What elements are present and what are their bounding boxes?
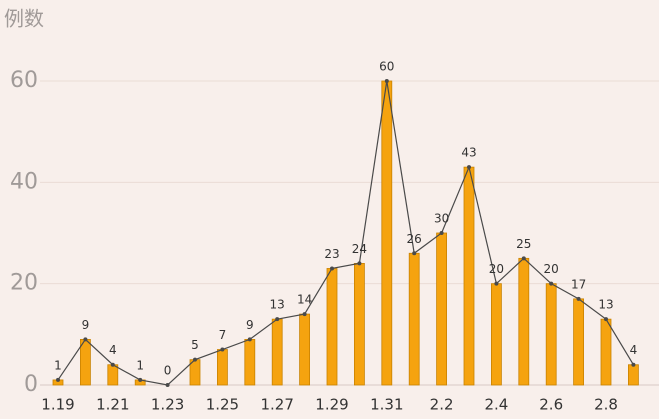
x-tick-label: 2.2 <box>430 396 454 414</box>
data-label: 26 <box>407 232 422 246</box>
x-tick-label: 2.6 <box>539 396 563 414</box>
x-tick-label: 1.31 <box>370 396 403 414</box>
line-point <box>193 357 197 362</box>
data-label: 7 <box>219 328 227 342</box>
x-tick-label: 1.27 <box>260 396 293 414</box>
x-tick-label: 1.23 <box>151 396 184 414</box>
line-point <box>576 296 581 301</box>
line-point <box>412 251 417 256</box>
line-point <box>549 281 554 286</box>
bar <box>107 364 119 386</box>
bar <box>545 283 557 386</box>
bar <box>490 283 502 386</box>
data-label: 5 <box>191 338 199 352</box>
line-point <box>302 312 307 317</box>
y-axis-label: 例数 <box>4 7 44 31</box>
data-label: 13 <box>598 298 613 312</box>
line-point <box>275 317 280 322</box>
bar <box>244 338 256 386</box>
bar <box>600 318 612 386</box>
x-tick-label: 1.19 <box>41 396 74 414</box>
line-point <box>330 266 334 271</box>
line-point <box>220 347 225 352</box>
data-label: 4 <box>109 343 117 357</box>
line-point <box>631 362 636 367</box>
data-label: 60 <box>379 60 394 74</box>
line-point <box>494 281 499 286</box>
data-label: 30 <box>434 212 449 226</box>
x-tick-label: 2.4 <box>484 396 508 414</box>
data-label: 1 <box>136 358 144 372</box>
bar <box>463 166 475 386</box>
data-label: 9 <box>82 318 90 332</box>
bar <box>326 268 338 386</box>
data-label: 24 <box>352 242 367 256</box>
data-label: 14 <box>297 293 312 307</box>
line-point <box>604 317 608 322</box>
data-label: 43 <box>461 146 476 160</box>
bar <box>628 364 639 386</box>
y-tick-label: 40 <box>10 169 38 194</box>
bar <box>299 313 311 386</box>
data-label: 17 <box>571 277 586 291</box>
bar <box>408 252 420 386</box>
y-tick-label: 0 <box>24 372 38 397</box>
bar <box>216 349 228 386</box>
trend-line <box>57 80 634 386</box>
line-point <box>83 337 88 342</box>
line-point <box>56 377 60 382</box>
line-point <box>467 165 471 170</box>
line-point <box>439 231 444 235</box>
bar <box>573 298 584 386</box>
line-point <box>247 337 252 342</box>
line-point <box>521 256 526 261</box>
bar <box>518 257 530 386</box>
data-label: 1 <box>54 358 62 372</box>
line-point <box>357 261 362 266</box>
bar <box>381 80 393 386</box>
data-label: 25 <box>516 237 531 251</box>
data-label: 0 <box>164 364 172 378</box>
y-tick-label: 60 <box>10 68 38 93</box>
bar <box>353 262 365 386</box>
bar <box>80 338 91 386</box>
data-label: 4 <box>630 343 638 357</box>
line-point <box>384 79 389 83</box>
x-tick-label: 1.25 <box>206 396 239 414</box>
data-label: 9 <box>246 318 254 332</box>
line-point <box>138 377 143 382</box>
data-label: 13 <box>270 298 285 312</box>
data-label: 20 <box>489 262 504 276</box>
line-point <box>165 383 170 387</box>
line-point <box>110 362 115 367</box>
data-label: 23 <box>324 247 339 261</box>
x-tick-label: 1.21 <box>96 396 129 414</box>
bar <box>436 232 448 386</box>
x-tick-label: 2.8 <box>594 396 618 414</box>
bar <box>271 318 283 386</box>
data-label: 20 <box>544 262 559 276</box>
y-tick-label: 20 <box>10 271 38 296</box>
x-tick-label: 1.29 <box>315 396 348 414</box>
